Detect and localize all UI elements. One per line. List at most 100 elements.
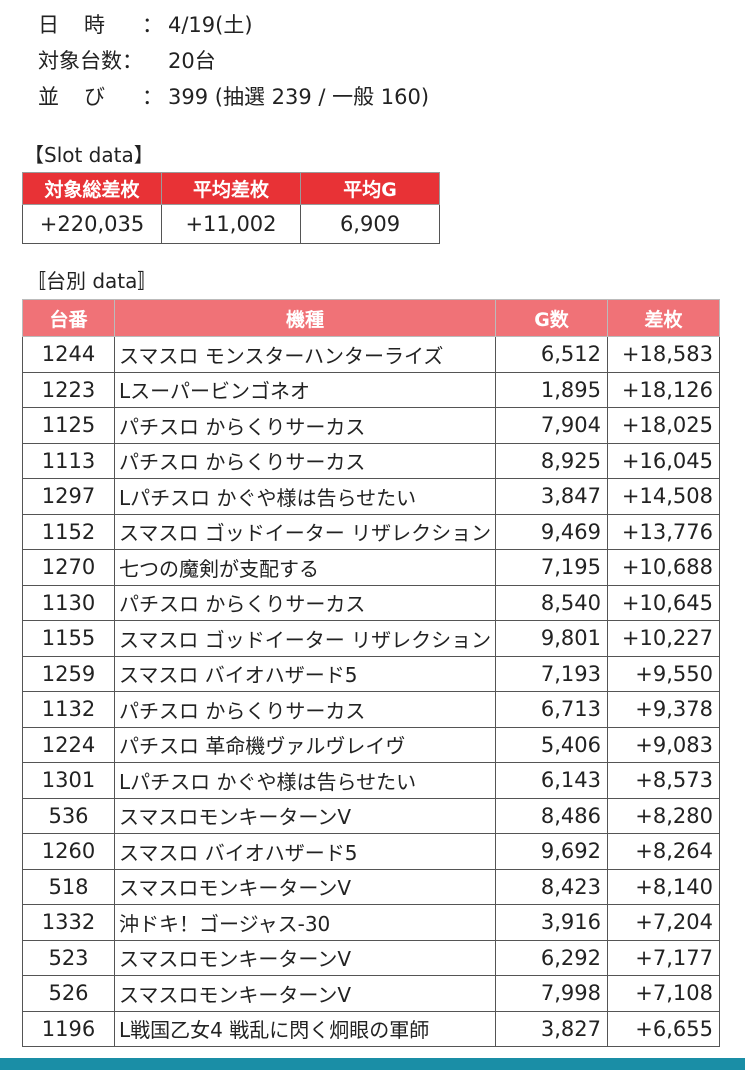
diff-cell: +18,583 [608, 337, 720, 373]
machine-no-cell: 1130 [23, 585, 115, 621]
summary-header-avg-diff: 平均差枚 [162, 173, 301, 205]
games-cell: 6,143 [496, 763, 608, 799]
machine-no-cell: 518 [23, 869, 115, 905]
machine-no-cell: 1301 [23, 763, 115, 799]
machine-table-body: 1244 スマスロ モンスターハンターライズ 6,512 +18,583 1223 Lスー… [23, 337, 720, 1047]
summary-value-row: +220,035 +11,002 6,909 [23, 205, 440, 244]
table-row: 1130 パチスロ からくりサーカス 8,540 +10,645 [23, 585, 720, 621]
summary-avg-g-value: 6,909 [301, 205, 440, 244]
table-row: 1155 スマスロ ゴッドイーター リザレクション 9,801 +10,227 [23, 621, 720, 657]
machine-no-cell: 526 [23, 976, 115, 1012]
diff-cell: +7,108 [608, 976, 720, 1012]
machine-name-cell: L戦国乙女4 戦乱に閃く炯眼の軍師 [115, 1011, 496, 1047]
table-row: 1332 沖ドキ！ゴージャス-30 3,916 +7,204 [23, 905, 720, 941]
machine-data-title: 〚台別 data〛 [26, 265, 157, 294]
games-cell: 3,916 [496, 905, 608, 941]
machine-name-cell: スマスロモンキーターンV [115, 798, 496, 834]
games-cell: 3,847 [496, 479, 608, 515]
machine-name-cell: Lスーパービンゴネオ [115, 372, 496, 408]
line-row: 並 び ： 399 (抽選 239 / 一般 160) [38, 78, 429, 114]
summary-header-total: 対象総差枚 [23, 173, 162, 205]
diff-cell: +7,177 [608, 940, 720, 976]
count-label: 対象台数： [38, 45, 168, 75]
machine-name-cell: パチスロ からくりサーカス [115, 443, 496, 479]
machine-name-cell: スマスロモンキーターンV [115, 869, 496, 905]
diff-cell: +9,550 [608, 656, 720, 692]
date-label: 日 時 ： [38, 9, 168, 39]
line-value: 399 (抽選 239 / 一般 160) [168, 81, 429, 111]
machine-name-cell: スマスロモンキーターンV [115, 940, 496, 976]
machine-no-cell: 1297 [23, 479, 115, 515]
table-row: 523 スマスロモンキーターンV 6,292 +7,177 [23, 940, 720, 976]
table-row: 1270 七つの魔剣が支配する 7,195 +10,688 [23, 550, 720, 586]
diff-cell: +8,573 [608, 763, 720, 799]
diff-cell: +7,204 [608, 905, 720, 941]
games-cell: 8,540 [496, 585, 608, 621]
machine-no-cell: 1332 [23, 905, 115, 941]
table-row: 1152 スマスロ ゴッドイーター リザレクション 9,469 +13,776 [23, 514, 720, 550]
machine-name-cell: パチスロ からくりサーカス [115, 585, 496, 621]
diff-cell: +10,645 [608, 585, 720, 621]
machine-name-cell: スマスロ ゴッドイーター リザレクション [115, 514, 496, 550]
table-row: 1223 Lスーパービンゴネオ 1,895 +18,126 [23, 372, 720, 408]
games-cell: 8,423 [496, 869, 608, 905]
count-row: 対象台数： 20台 [38, 42, 429, 78]
machine-name-cell: 七つの魔剣が支配する [115, 550, 496, 586]
table-row: 1224 パチスロ 革命機ヴァルヴレイヴ 5,406 +9,083 [23, 727, 720, 763]
machine-header-row: 台番 機種 G数 差枚 [23, 300, 720, 337]
machine-name-cell: スマスロ モンスターハンターライズ [115, 337, 496, 373]
games-cell: 7,195 [496, 550, 608, 586]
slot-data-title: 【Slot data】 [24, 139, 154, 168]
date-value: 4/19(土) [168, 9, 253, 39]
summary-total-value: +220,035 [23, 205, 162, 244]
diff-cell: +8,280 [608, 798, 720, 834]
machine-name-cell: スマスロ ゴッドイーター リザレクション [115, 621, 496, 657]
date-row: 日 時 ： 4/19(土) [38, 6, 429, 42]
header-diff: 差枚 [608, 300, 720, 337]
games-cell: 7,193 [496, 656, 608, 692]
machine-name-cell: パチスロ からくりサーカス [115, 692, 496, 728]
machine-no-cell: 1152 [23, 514, 115, 550]
machine-no-cell: 1259 [23, 656, 115, 692]
header-machine-name: 機種 [115, 300, 496, 337]
table-row: 1132 パチスロ からくりサーカス 6,713 +9,378 [23, 692, 720, 728]
summary-header-row: 対象総差枚 平均差枚 平均G [23, 173, 440, 205]
games-cell: 6,713 [496, 692, 608, 728]
table-row: 526 スマスロモンキーターンV 7,998 +7,108 [23, 976, 720, 1012]
table-row: 1196 L戦国乙女4 戦乱に閃く炯眼の軍師 3,827 +6,655 [23, 1011, 720, 1047]
table-row: 536 スマスロモンキーターンV 8,486 +8,280 [23, 798, 720, 834]
machine-no-cell: 1196 [23, 1011, 115, 1047]
diff-cell: +10,688 [608, 550, 720, 586]
table-row: 518 スマスロモンキーターンV 8,423 +8,140 [23, 869, 720, 905]
diff-cell: +8,140 [608, 869, 720, 905]
header-games: G数 [496, 300, 608, 337]
machine-no-cell: 1223 [23, 372, 115, 408]
games-cell: 5,406 [496, 727, 608, 763]
table-row: 1125 パチスロ からくりサーカス 7,904 +18,025 [23, 408, 720, 444]
games-cell: 7,904 [496, 408, 608, 444]
machine-no-cell: 1270 [23, 550, 115, 586]
diff-cell: +18,025 [608, 408, 720, 444]
diff-cell: +9,083 [608, 727, 720, 763]
diff-cell: +6,655 [608, 1011, 720, 1047]
machine-no-cell: 523 [23, 940, 115, 976]
diff-cell: +18,126 [608, 372, 720, 408]
count-value: 20台 [168, 45, 216, 75]
games-cell: 7,998 [496, 976, 608, 1012]
games-cell: 8,925 [496, 443, 608, 479]
machine-name-cell: パチスロ 革命機ヴァルヴレイヴ [115, 727, 496, 763]
table-row: 1301 Lパチスロ かぐや様は告らせたい 6,143 +8,573 [23, 763, 720, 799]
summary-avg-diff-value: +11,002 [162, 205, 301, 244]
machine-table: 台番 機種 G数 差枚 1244 スマスロ モンスターハンターライズ 6,512 +1… [22, 299, 720, 1047]
machine-name-cell: Lパチスロ かぐや様は告らせたい [115, 479, 496, 515]
info-block: 日 時 ： 4/19(土) 対象台数： 20台 並 び ： 399 (抽選 23… [38, 6, 429, 114]
games-cell: 6,512 [496, 337, 608, 373]
games-cell: 3,827 [496, 1011, 608, 1047]
machine-name-cell: スマスロ バイオハザード5 [115, 656, 496, 692]
machine-no-cell: 1244 [23, 337, 115, 373]
diff-cell: +10,227 [608, 621, 720, 657]
machine-no-cell: 1224 [23, 727, 115, 763]
machine-no-cell: 1132 [23, 692, 115, 728]
machine-no-cell: 1155 [23, 621, 115, 657]
table-row: 1113 パチスロ からくりサーカス 8,925 +16,045 [23, 443, 720, 479]
